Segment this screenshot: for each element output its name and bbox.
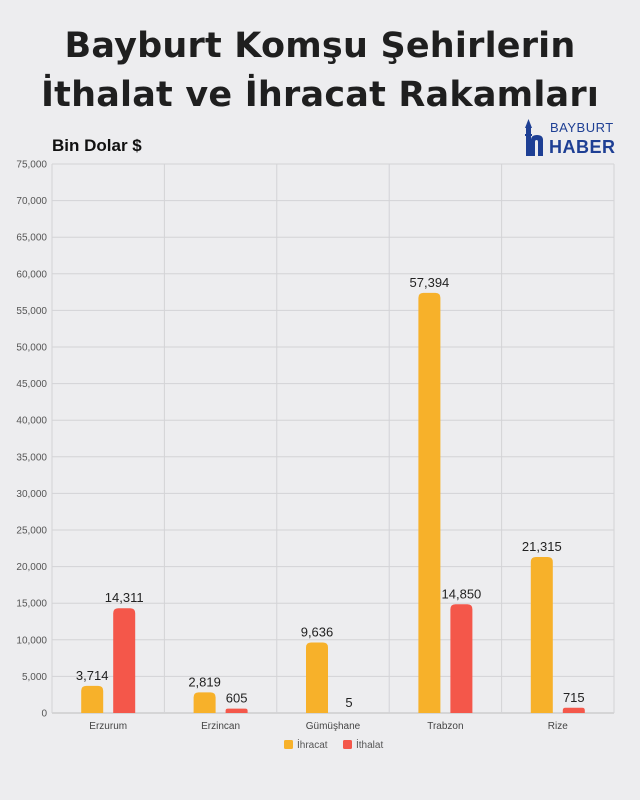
data-label: 14,850	[442, 586, 482, 601]
bar-ihracat	[81, 685, 104, 713]
legend-label: İhracat	[297, 738, 328, 751]
title-line-2: İthalat ve İhracat Rakamları	[40, 75, 600, 115]
data-label: 715	[563, 690, 585, 705]
y-tick-label: 40,000	[16, 416, 47, 427]
y-tick-label: 25,000	[16, 526, 47, 537]
y-tick-label: 10,000	[16, 635, 47, 646]
label-layer: Erzurum 3,714 14,311 Erzincan 2,819 605 Gümüşh…	[76, 275, 585, 732]
y-axis-unit-label: Bin Dolar $	[52, 136, 142, 155]
bar-layer	[81, 292, 585, 713]
data-label: 5	[345, 695, 352, 710]
legend: İhracat İthalat	[284, 738, 383, 751]
data-label: 9,636	[301, 624, 334, 639]
y-tick-label: 45,000	[16, 379, 47, 390]
bar-ihracat	[306, 642, 328, 713]
bar-ihracat	[193, 692, 216, 713]
data-label: 3,714	[76, 668, 109, 683]
y-tick-label: 35,000	[16, 452, 47, 463]
y-tick-label: 70,000	[16, 196, 47, 207]
y-tick-label: 55,000	[16, 306, 47, 317]
y-tick-label: 50,000	[16, 343, 47, 354]
data-label: 21,315	[522, 539, 562, 554]
data-label: 2,819	[188, 674, 221, 689]
y-tick-label: 75,000	[16, 160, 47, 171]
x-tick-label: Rize	[548, 721, 568, 732]
title-line-1: Bayburt Komşu Şehirlerin	[64, 26, 576, 66]
bar-ithalat	[450, 604, 473, 713]
logo-text-bottom: HABER	[549, 137, 616, 157]
y-tick-label: 65,000	[16, 233, 47, 244]
bar-ithalat	[113, 608, 136, 713]
y-tick-label: 60,000	[16, 269, 47, 280]
y-tick-label: 30,000	[16, 489, 47, 500]
y-tick-label: 5,000	[22, 672, 47, 683]
bayburt-haber-logo: BAYBURT HABER	[522, 118, 622, 158]
data-label: 605	[226, 691, 248, 706]
logo-text-top: BAYBURT	[550, 120, 614, 135]
minaret-logo-icon	[525, 119, 543, 156]
legend-swatch	[343, 740, 352, 749]
bar-ihracat	[530, 556, 553, 713]
y-tick-label: 15,000	[16, 599, 47, 610]
data-label: 14,311	[105, 590, 144, 605]
y-tick-label: 0	[41, 709, 47, 720]
legend-swatch	[284, 740, 293, 749]
x-tick-label: Erzincan	[201, 721, 240, 732]
bar-ihracat	[418, 292, 441, 713]
x-tick-label: Gümüşhane	[306, 721, 361, 732]
x-tick-label: Trabzon	[427, 721, 463, 732]
page-title: Bayburt Komşu Şehirlerin İthalat ve İhra…	[0, 22, 640, 120]
bar-ithalat	[225, 708, 248, 713]
grid-layer: 0 5,000 10,000 15,000 20,000 25,000 30,000 35,0…	[16, 160, 615, 720]
legend-label: İthalat	[356, 738, 383, 751]
x-tick-label: Erzurum	[89, 721, 127, 732]
data-label: 57,394	[410, 275, 450, 290]
y-tick-label: 20,000	[16, 562, 47, 573]
bar-ithalat	[562, 707, 585, 713]
